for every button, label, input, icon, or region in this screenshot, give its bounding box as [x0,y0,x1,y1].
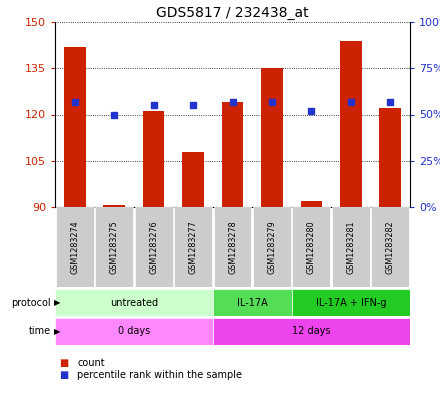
Text: ▶: ▶ [54,298,61,307]
Text: GSM1283282: GSM1283282 [386,220,395,274]
Bar [292,289,410,316]
Bar [332,207,370,287]
Text: GSM1283279: GSM1283279 [268,220,276,274]
Text: count: count [77,358,105,368]
Bar [261,68,283,207]
Bar [371,207,409,287]
Text: GSM1283281: GSM1283281 [346,220,356,274]
Text: time: time [29,327,51,336]
Text: protocol: protocol [11,298,51,307]
Text: 12 days: 12 days [292,327,330,336]
Bar [253,207,291,287]
Bar [222,102,243,207]
Bar [340,40,362,207]
Text: GSM1283274: GSM1283274 [70,220,79,274]
Text: ▶: ▶ [54,327,61,336]
Bar [213,207,251,287]
Bar [293,207,330,287]
Bar [174,207,212,287]
Bar [95,207,133,287]
Bar [135,207,172,287]
Text: ■: ■ [59,369,69,380]
Text: GSM1283280: GSM1283280 [307,220,316,274]
Text: GSM1283278: GSM1283278 [228,220,237,274]
Bar [55,318,213,345]
Text: 0 days: 0 days [118,327,150,336]
Bar [143,112,165,207]
Bar [213,318,410,345]
Text: GSM1283277: GSM1283277 [189,220,198,274]
Text: ■: ■ [59,358,69,368]
Bar [301,201,322,207]
Text: IL-17A + IFN-g: IL-17A + IFN-g [315,298,386,307]
Text: IL-17A: IL-17A [237,298,268,307]
Bar [55,289,213,316]
Text: untreated: untreated [110,298,158,307]
Bar [379,108,401,207]
Bar [213,289,292,316]
Bar [182,151,204,207]
Text: percentile rank within the sample: percentile rank within the sample [77,369,242,380]
Bar [56,207,94,287]
Text: GSM1283275: GSM1283275 [110,220,119,274]
Bar [103,206,125,207]
Bar [64,47,85,207]
Text: GSM1283276: GSM1283276 [149,220,158,274]
Title: GDS5817 / 232438_at: GDS5817 / 232438_at [156,6,309,20]
